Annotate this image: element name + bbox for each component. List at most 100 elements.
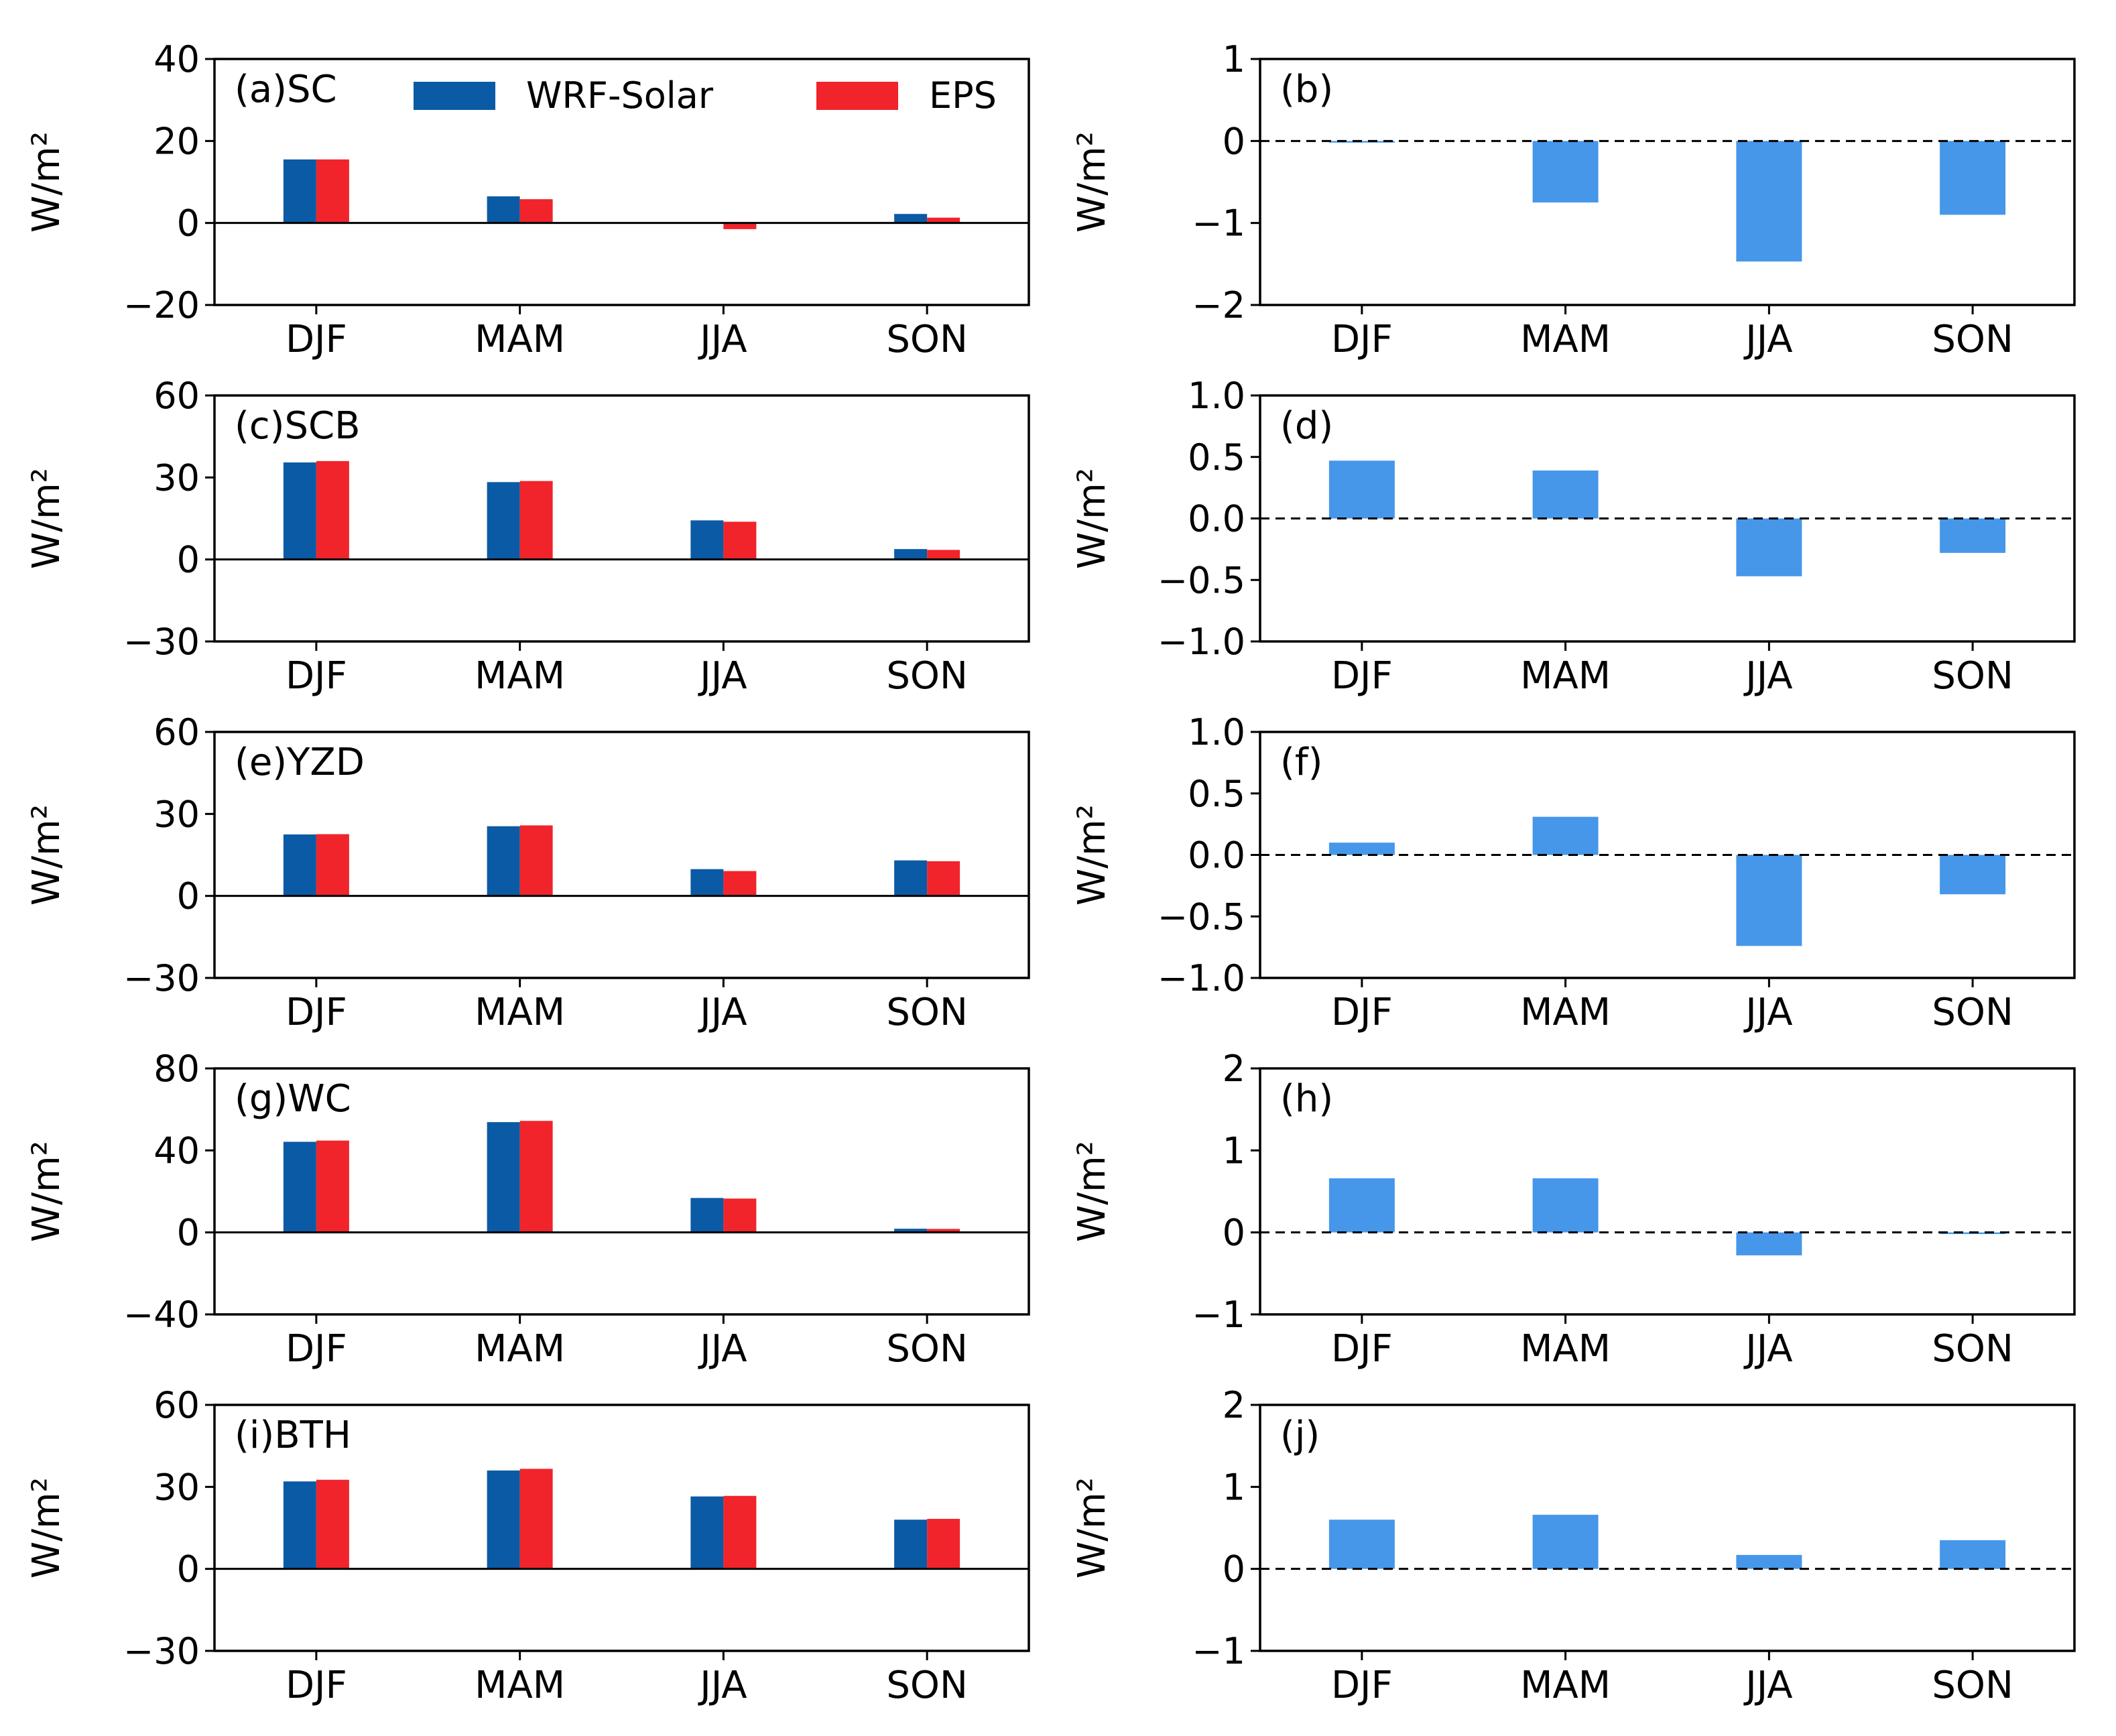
x-tick-label-mam: MAM [475, 991, 565, 1034]
y-tick-label: 60 [153, 711, 200, 753]
y-tick-label: 1.0 [1188, 711, 1245, 753]
bar-diff-jja [1736, 141, 1802, 262]
y-tick-label: 2 [1223, 1048, 1245, 1090]
bar-diff-djf [1328, 1520, 1395, 1569]
x-tick-label-jja: JJA [698, 991, 747, 1034]
y-tick-label: 60 [153, 1384, 200, 1426]
bar-eps-djf [316, 460, 349, 560]
bar-eps-mam [519, 481, 553, 560]
y-tick-label: 0.0 [1188, 834, 1245, 877]
x-tick-label-son: SON [1932, 654, 2013, 698]
bar-wrf-solar-son [894, 1229, 928, 1233]
x-tick-label-jja: JJA [1743, 991, 1792, 1034]
bar-wrf-solar-djf [283, 159, 316, 223]
x-tick-label-son: SON [886, 654, 968, 698]
bar-wrf-solar-djf [283, 834, 316, 896]
x-tick-label-djf: DJF [1331, 1664, 1393, 1707]
bar-wrf-solar-jja [690, 1496, 724, 1569]
bar-eps-jja [723, 521, 757, 560]
x-tick-label-mam: MAM [475, 1327, 565, 1371]
x-tick-label-son: SON [1932, 991, 2013, 1034]
bar-wrf-solar-jja [690, 869, 724, 896]
y-tick-label: 0.0 [1188, 498, 1245, 540]
panel-label: (i)BTH [235, 1414, 351, 1457]
legend-swatch-wrf-solar [414, 82, 495, 110]
y-tick-label: 30 [153, 456, 200, 499]
x-tick-label-djf: DJF [1331, 1327, 1393, 1371]
y-axis-label: W/m² [25, 468, 68, 569]
y-tick-label: 0 [1223, 120, 1245, 162]
bar-eps-mam [519, 1469, 553, 1569]
x-tick-label-jja: JJA [698, 318, 747, 361]
y-tick-label: −20 [123, 284, 200, 326]
bar-diff-mam [1532, 141, 1599, 203]
bar-eps-jja [723, 1495, 757, 1569]
bar-diff-son [1940, 855, 2006, 895]
y-tick-label: 1 [1223, 38, 1245, 80]
x-tick-label-djf: DJF [286, 318, 347, 361]
y-tick-label: −1 [1192, 202, 1245, 245]
bar-diff-son [1940, 1540, 2006, 1569]
plot-frame [213, 394, 1030, 643]
legend: WRF-Solar EPS [414, 74, 997, 117]
panel-e: −30 0 30 60 DJF MAM JJA SON W/m² (e)YZD [25, 711, 1030, 1034]
bar-eps-jja [723, 871, 757, 896]
panel-h: −1 0 1 2 DJF MAM JJA SON W/m² (h) [1070, 1048, 2076, 1371]
bar-eps-jja [723, 1198, 757, 1233]
legend-label-wrf-solar: WRF-Solar [526, 74, 714, 117]
bar-eps-djf [316, 1140, 349, 1233]
x-tick-label-djf: DJF [286, 654, 347, 698]
y-tick-label: 0 [177, 1212, 200, 1254]
x-tick-label-son: SON [886, 991, 968, 1034]
panel-f: −1.0 −0.5 0.0 0.5 1.0 DJF MAM JJA SON W/m² (f) [1070, 711, 2076, 1034]
bar-diff-jja [1736, 1554, 1802, 1569]
y-tick-label: 1.0 [1188, 375, 1245, 417]
x-tick-label-mam: MAM [1520, 1327, 1611, 1371]
y-axis-label: W/m² [25, 804, 68, 906]
plot-frame [1259, 1067, 2076, 1316]
y-axis-label: W/m² [25, 1141, 68, 1242]
bar-wrf-solar-djf [283, 1481, 316, 1569]
x-tick-label-mam: MAM [475, 654, 565, 698]
x-tick-label-son: SON [1932, 1664, 2013, 1707]
y-tick-label: 0 [177, 202, 200, 245]
bar-diff-djf [1328, 843, 1395, 855]
x-tick-label-djf: DJF [286, 1664, 347, 1707]
y-tick-label: 40 [153, 1129, 200, 1172]
panel-label: (g)WC [235, 1077, 351, 1121]
bar-diff-jja [1736, 1232, 1802, 1255]
panel-c: −30 0 30 60 DJF MAM JJA SON W/m² (c)SCB [25, 375, 1030, 698]
panel-i: −30 0 30 60 DJF MAM JJA SON W/m² (i)BTH [25, 1384, 1030, 1707]
bar-eps-mam [519, 825, 553, 896]
bar-wrf-solar-son [894, 549, 928, 560]
y-tick-label: 30 [153, 1466, 200, 1508]
bar-wrf-solar-mam [487, 826, 520, 896]
plot-frame [213, 1067, 1030, 1316]
bar-eps-djf [316, 159, 349, 223]
plot-frame [1259, 58, 2076, 306]
y-tick-label: 0.5 [1188, 436, 1245, 479]
bar-wrf-solar-mam [487, 196, 520, 223]
x-tick-label-jja: JJA [698, 654, 747, 698]
bar-eps-son [927, 1519, 960, 1569]
y-tick-label: −30 [123, 957, 200, 999]
y-tick-label: −0.5 [1158, 559, 1245, 601]
y-tick-label: 40 [153, 38, 200, 80]
x-tick-label-son: SON [886, 1327, 968, 1371]
bar-eps-djf [316, 1479, 349, 1569]
bar-wrf-solar-son [894, 1520, 928, 1569]
bar-diff-jja [1736, 518, 1802, 576]
bar-diff-mam [1532, 470, 1599, 519]
x-tick-label-jja: JJA [1743, 318, 1792, 361]
y-tick-label: 0.5 [1188, 773, 1245, 815]
x-tick-label-djf: DJF [1331, 991, 1393, 1034]
y-tick-label: 30 [153, 793, 200, 835]
panel-j: −1 0 1 2 DJF MAM JJA SON W/m² (j) [1070, 1384, 2076, 1707]
x-tick-label-jja: JJA [698, 1327, 747, 1371]
legend-label-eps: EPS [929, 74, 997, 117]
panel-label: (f) [1280, 741, 1322, 784]
panel-a: −20 0 20 40 DJF MAM JJA SON W/m² (a)SC [25, 38, 1030, 361]
y-tick-label: 80 [153, 1048, 200, 1090]
bar-wrf-solar-jja [690, 1198, 724, 1233]
